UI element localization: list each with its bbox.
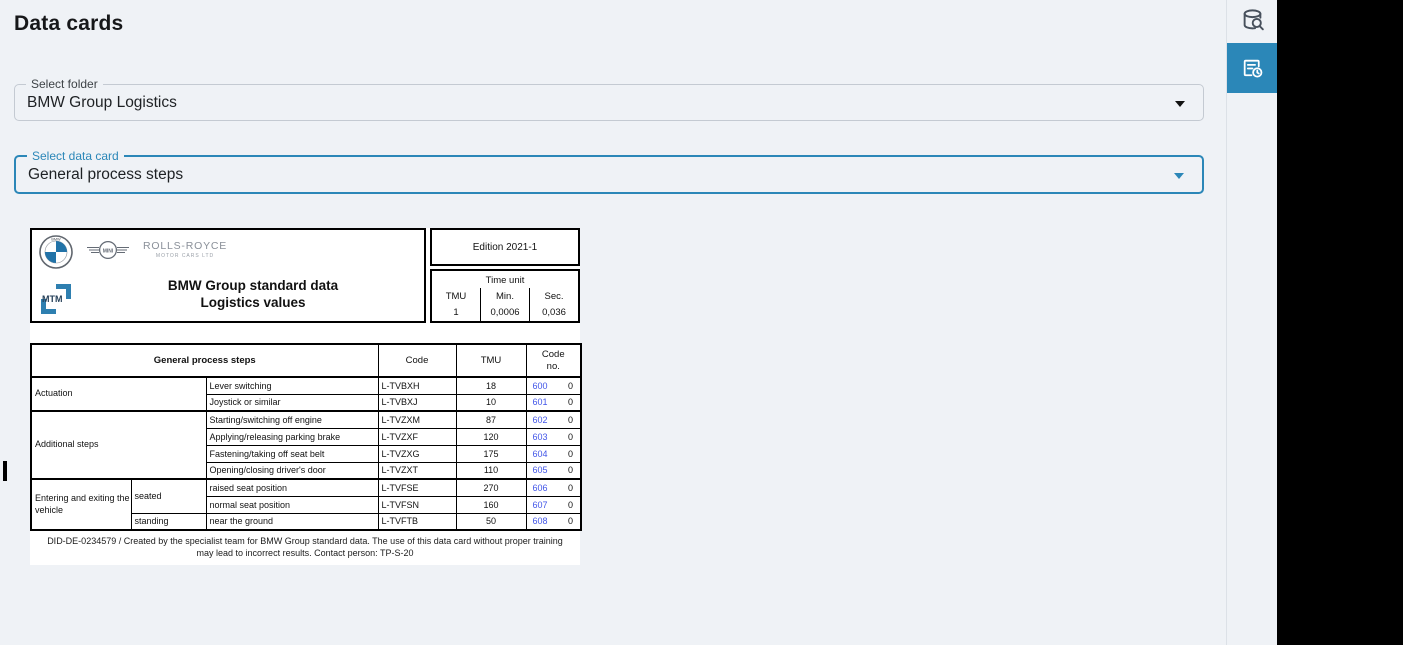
subgroup-label-seated: seated [130,478,207,514]
table-row: Fastening/taking off seat belt L-TVZXG 1… [31,444,582,463]
data-card-header: BMW MINI ROLLS-ROYCE MOTOR CARS LTD [30,228,580,323]
time-unit-label: Time unit [485,275,525,286]
mtm-wordmark: MTM [42,294,63,304]
process-steps-table: General process steps Code TMU Code no. … [30,343,583,531]
code-no-link[interactable]: 607 [532,499,548,510]
code-no-link[interactable]: 608 [532,516,548,527]
time-unit-box: Time unit TMU 1 Min. 0,0006 Sec. 0,036 [430,269,580,323]
time-unit-col-tmu: TMU 1 [445,290,467,319]
time-unit-col-sec: Sec. 0,036 [529,288,578,321]
code-no-link[interactable]: 606 [532,482,548,493]
datacard-select[interactable]: Select data card General process steps [14,149,1204,194]
document-clock-icon [1243,59,1262,78]
code-no-link[interactable]: 604 [532,448,548,459]
data-card-footnote: DID-DE-0234579 / Created by the speciali… [47,536,563,558]
rolls-royce-subtext: MOTOR CARS LTD [155,253,215,259]
data-card-history-button[interactable] [1227,43,1277,93]
code-no-link[interactable]: 602 [532,414,548,425]
table-title: General process steps [30,343,379,378]
table-row: Actuation Lever switching L-TVBXH 18 600… [30,376,582,412]
mini-logo-icon: MINI [87,240,129,260]
data-card: BMW MINI ROLLS-ROYCE MOTOR CARS LTD [30,228,583,565]
svg-text:BMW: BMW [51,238,61,242]
folder-select-label: Select folder [26,77,103,91]
code-no-link[interactable]: 603 [532,431,548,442]
svg-text:MINI: MINI [103,248,114,254]
rolls-royce-logo: ROLLS-ROYCE MOTOR CARS LTD [143,240,227,259]
text-cursor-artifact [3,461,7,481]
data-card-title-line2: Logistics values [200,295,306,310]
subgroup-label-standing: standing [130,512,207,531]
right-toolbar [1227,0,1277,645]
table-row: Joystick or similar L-TVBXJ 10 601 0 [31,393,582,412]
datacard-select-value: General process steps [28,165,184,183]
col-header-tmu: TMU [455,343,527,378]
mtm-logo-icon: MTM [41,284,71,314]
database-search-icon [1243,8,1264,30]
col-header-code-no: Code no. [525,343,582,378]
group-label-actuation: Actuation [30,376,207,412]
code-no-link[interactable]: 600 [532,380,548,391]
col-header-code: Code [377,343,457,378]
page-title: Data cards [14,12,124,35]
brand-logos: BMW MINI ROLLS-ROYCE MOTOR CARS LTD [39,235,227,269]
datacard-select-label: Select data card [27,149,124,163]
table-row: Entering and exiting the vehicle seated … [30,478,582,531]
folder-select-value: BMW Group Logistics [27,93,177,111]
rolls-royce-wordmark: ROLLS-ROYCE [143,240,228,252]
table-header-row: General process steps Code TMU Code no. [30,343,582,378]
database-search-button[interactable] [1227,0,1277,40]
folder-select[interactable]: Select folder BMW Group Logistics [14,77,1204,121]
group-label-entering-exiting: Entering and exiting the vehicle [30,478,132,531]
table-row: Additional steps Starting/switching off … [30,410,582,480]
table-row: standing near the ground L-TVFTB 50 608 0 [31,512,582,531]
group-label-additional-steps: Additional steps [30,410,207,480]
chevron-down-icon [1175,100,1185,107]
data-card-title: BMW Group standard data Logistics values [87,277,419,311]
table-row: normal seat position L-TVFSN 160 607 0 [31,495,582,514]
offscreen-black-region [1277,0,1403,645]
time-unit-col-min: Min. 0,0006 [480,288,529,321]
bmw-logo-icon: BMW [39,235,73,269]
edition-label: Edition 2021-1 [430,228,580,266]
data-card-header-left: BMW MINI ROLLS-ROYCE MOTOR CARS LTD [30,228,426,323]
data-card-header-right: Edition 2021-1 Time unit TMU 1 Min. 0,00… [430,228,580,323]
code-no-link[interactable]: 605 [532,465,548,476]
data-card-title-line1: BMW Group standard data [167,278,339,293]
chevron-down-icon [1174,172,1184,179]
main-content: Data cards Select folder BMW Group Logis… [0,0,1227,645]
code-no-link[interactable]: 601 [532,397,548,408]
